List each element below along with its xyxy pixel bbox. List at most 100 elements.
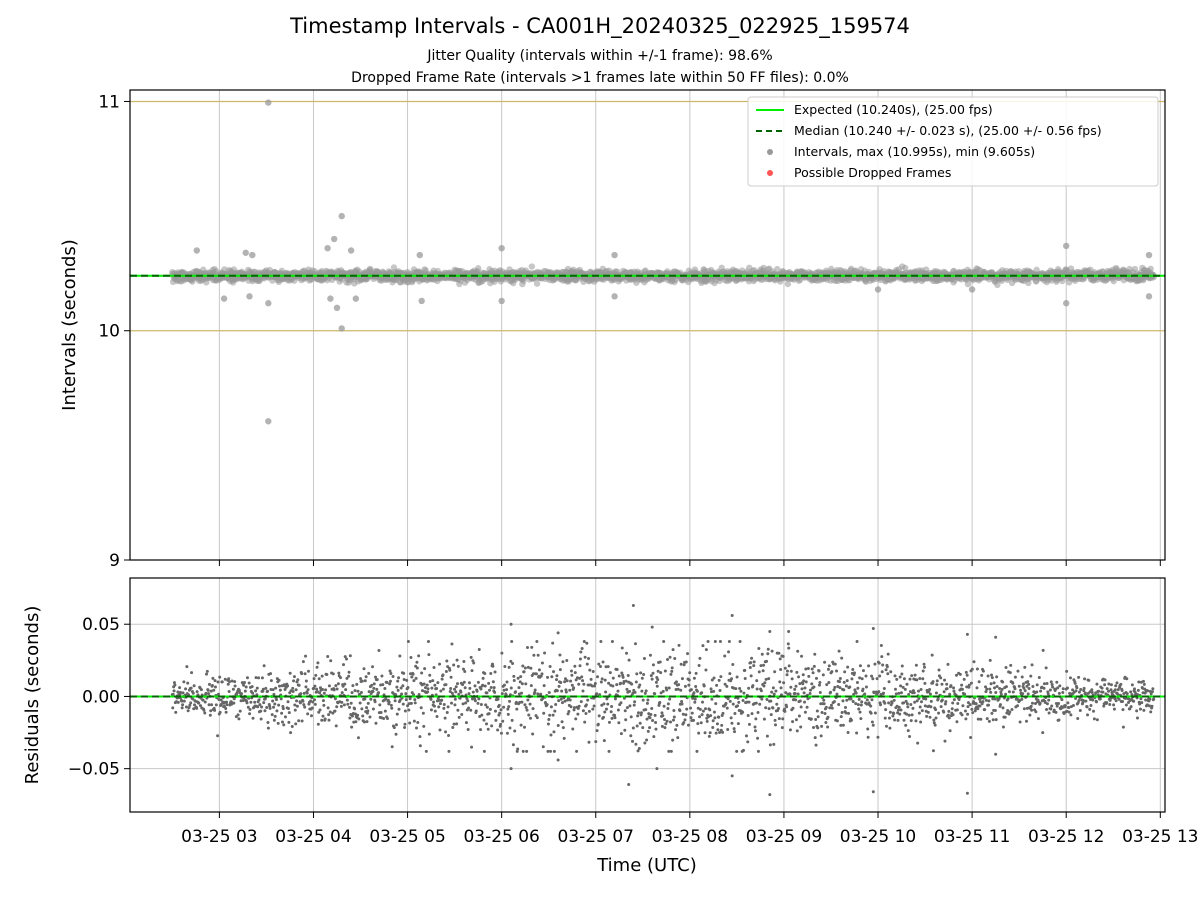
residual-point — [939, 705, 943, 709]
residual-point — [745, 700, 749, 704]
residual-point — [428, 673, 432, 677]
interval-point — [533, 280, 541, 287]
residual-point — [716, 728, 720, 732]
residual-point — [920, 709, 924, 713]
residual-point — [173, 683, 177, 687]
residual-point — [415, 666, 419, 670]
residual-point — [192, 684, 196, 688]
residual-point — [466, 699, 470, 703]
residual-point — [593, 684, 597, 688]
residual-point — [634, 742, 638, 746]
residual-point — [453, 697, 457, 701]
residual-point — [272, 718, 276, 722]
residual-point — [633, 700, 637, 704]
residual-point — [581, 709, 585, 713]
residual-point — [322, 691, 326, 695]
residual-point — [302, 691, 306, 695]
residual-point — [365, 720, 369, 724]
residual-point — [754, 701, 758, 705]
residual-point — [723, 682, 727, 686]
residual-point — [481, 676, 485, 680]
residual-point — [404, 692, 408, 696]
residual-point — [934, 708, 938, 712]
residual-point — [921, 669, 925, 673]
residual-point — [426, 687, 430, 691]
interval-point — [528, 263, 536, 270]
residual-point — [786, 642, 790, 646]
residual-point — [384, 697, 388, 701]
residual-point — [266, 689, 270, 693]
residual-point — [1094, 691, 1098, 695]
residual-point — [977, 680, 981, 684]
residual-point — [783, 666, 787, 670]
residual-point — [182, 680, 186, 684]
residual-point — [681, 712, 685, 716]
residual-point — [1049, 707, 1053, 711]
residual-point — [1071, 703, 1075, 707]
residual-point — [819, 734, 823, 738]
residual-point — [1047, 711, 1051, 715]
residual-point — [785, 705, 789, 709]
residual-point — [461, 702, 465, 706]
residual-point — [905, 712, 909, 716]
residual-point — [963, 709, 967, 713]
residual-point — [805, 705, 809, 709]
residual-point — [524, 682, 528, 686]
residual-point — [694, 671, 698, 675]
residual-point — [1135, 716, 1139, 720]
residual-point — [317, 710, 321, 714]
residual-point — [409, 701, 413, 705]
residual-point — [385, 717, 389, 721]
residual-point — [454, 685, 458, 689]
residual-point — [604, 707, 608, 711]
residual-point — [309, 714, 313, 718]
residual-point — [230, 679, 234, 683]
residual-point — [320, 674, 324, 678]
residual-point — [692, 676, 696, 680]
residual-point — [661, 689, 665, 693]
interval-outlier-point — [193, 247, 201, 254]
residual-point — [621, 675, 625, 679]
residual-point — [671, 718, 675, 722]
residual-point — [879, 703, 883, 707]
residual-point — [837, 649, 841, 653]
residual-point — [493, 670, 497, 674]
residual-point — [866, 735, 870, 739]
residual-point — [500, 651, 504, 655]
residual-point — [1004, 666, 1008, 670]
residual-point — [465, 696, 469, 700]
residual-point — [798, 682, 802, 686]
residual-point — [794, 684, 798, 688]
residual-point — [985, 687, 989, 691]
residual-point — [435, 686, 439, 690]
residual-point — [332, 688, 336, 692]
residual-point — [371, 690, 375, 694]
residual-point — [789, 685, 793, 689]
residual-point — [296, 678, 300, 682]
residual-point — [546, 749, 550, 753]
residual-point — [803, 700, 807, 704]
residual-point — [254, 689, 258, 693]
residual-point — [204, 691, 208, 695]
residual-point — [1052, 708, 1056, 712]
residual-point — [861, 687, 865, 691]
residual-point — [509, 659, 513, 663]
residual-point — [485, 691, 489, 695]
residual-point — [487, 712, 491, 716]
residual-point — [483, 671, 487, 675]
residual-point — [795, 670, 799, 674]
residual-point — [662, 704, 666, 708]
residual-point — [707, 734, 711, 738]
residual-point — [464, 721, 468, 725]
residual-point — [816, 715, 820, 719]
residual-point — [348, 654, 352, 658]
residual-point — [237, 688, 241, 692]
residual-point — [310, 706, 314, 710]
residual-point — [511, 743, 515, 747]
residual-point — [1113, 688, 1117, 692]
residual-point — [336, 682, 340, 686]
residual-point — [632, 703, 636, 707]
residual-point — [821, 673, 825, 677]
residual-point — [1006, 709, 1010, 713]
residual-point — [638, 683, 642, 687]
